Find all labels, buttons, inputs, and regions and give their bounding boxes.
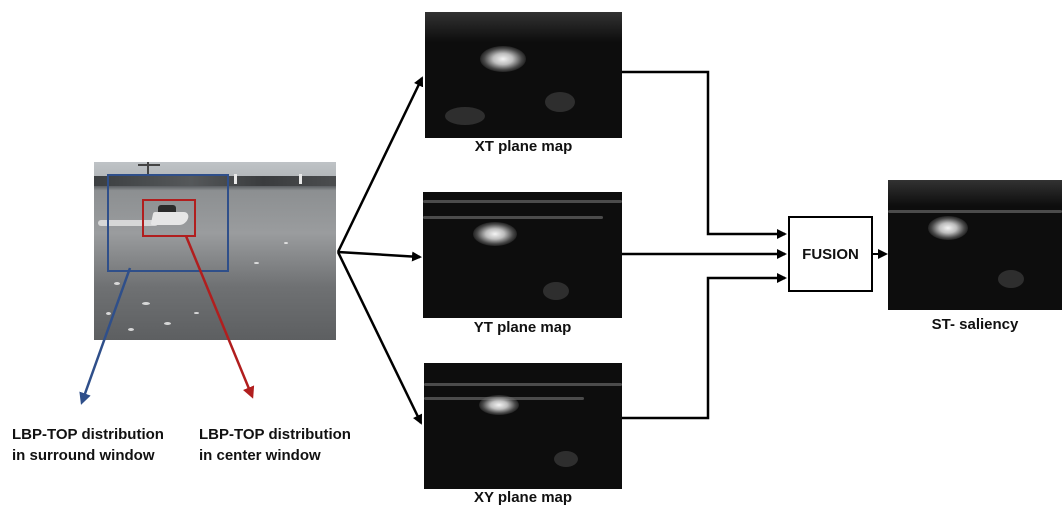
- xt-plane-map-label: XT plane map: [474, 138, 573, 155]
- sailboat-shape: [299, 174, 302, 184]
- surround-window-caption: LBP-TOP distribution in surround window: [12, 426, 164, 464]
- arrow-center-window: [184, 235, 255, 399]
- st-saliency-map: [888, 180, 1062, 310]
- saliency-blob: [480, 46, 526, 72]
- water-sparkle: [164, 322, 171, 325]
- water-sparkle: [114, 282, 120, 285]
- xy-plane-map: [424, 363, 622, 489]
- crane-mast-shape: [147, 162, 149, 176]
- center-window-caption: LBP-TOP distribution in center window: [199, 426, 351, 464]
- arrow-to-xt: [336, 76, 424, 253]
- xy-plane-map-label: XY plane map: [473, 489, 573, 506]
- yt-plane-map-label: YT plane map: [473, 319, 572, 336]
- arrow-surround-window: [79, 267, 132, 405]
- st-saliency-label: ST- saliency: [931, 316, 1019, 333]
- surround-window: [107, 174, 229, 272]
- arrow-xy-to-fusion: [622, 273, 787, 420]
- water-sparkle: [254, 262, 259, 264]
- input-frame-image: [94, 162, 336, 340]
- yt-plane-map: [423, 192, 622, 318]
- fusion-box: FUSION: [788, 216, 873, 292]
- water-sparkle: [194, 312, 199, 314]
- boat-wake: [98, 220, 158, 226]
- crane-shape: [138, 164, 160, 166]
- arrow-to-xy: [336, 251, 423, 425]
- sailboat-shape: [234, 174, 237, 184]
- fusion-label: FUSION: [802, 245, 859, 263]
- xt-plane-map: [425, 12, 622, 138]
- saliency-blob: [479, 395, 519, 415]
- arrow-xt-to-fusion: [622, 70, 787, 239]
- boat-cabin: [158, 205, 176, 214]
- center-window: [142, 199, 196, 237]
- saliency-blob: [473, 222, 517, 246]
- water-sparkle: [284, 242, 288, 244]
- saliency-blob: [928, 216, 968, 240]
- water-sparkle: [128, 328, 134, 331]
- shoreline: [94, 176, 336, 186]
- arrow-to-yt: [337, 250, 422, 262]
- water-sparkle: [142, 302, 150, 305]
- water-sparkle: [106, 312, 111, 315]
